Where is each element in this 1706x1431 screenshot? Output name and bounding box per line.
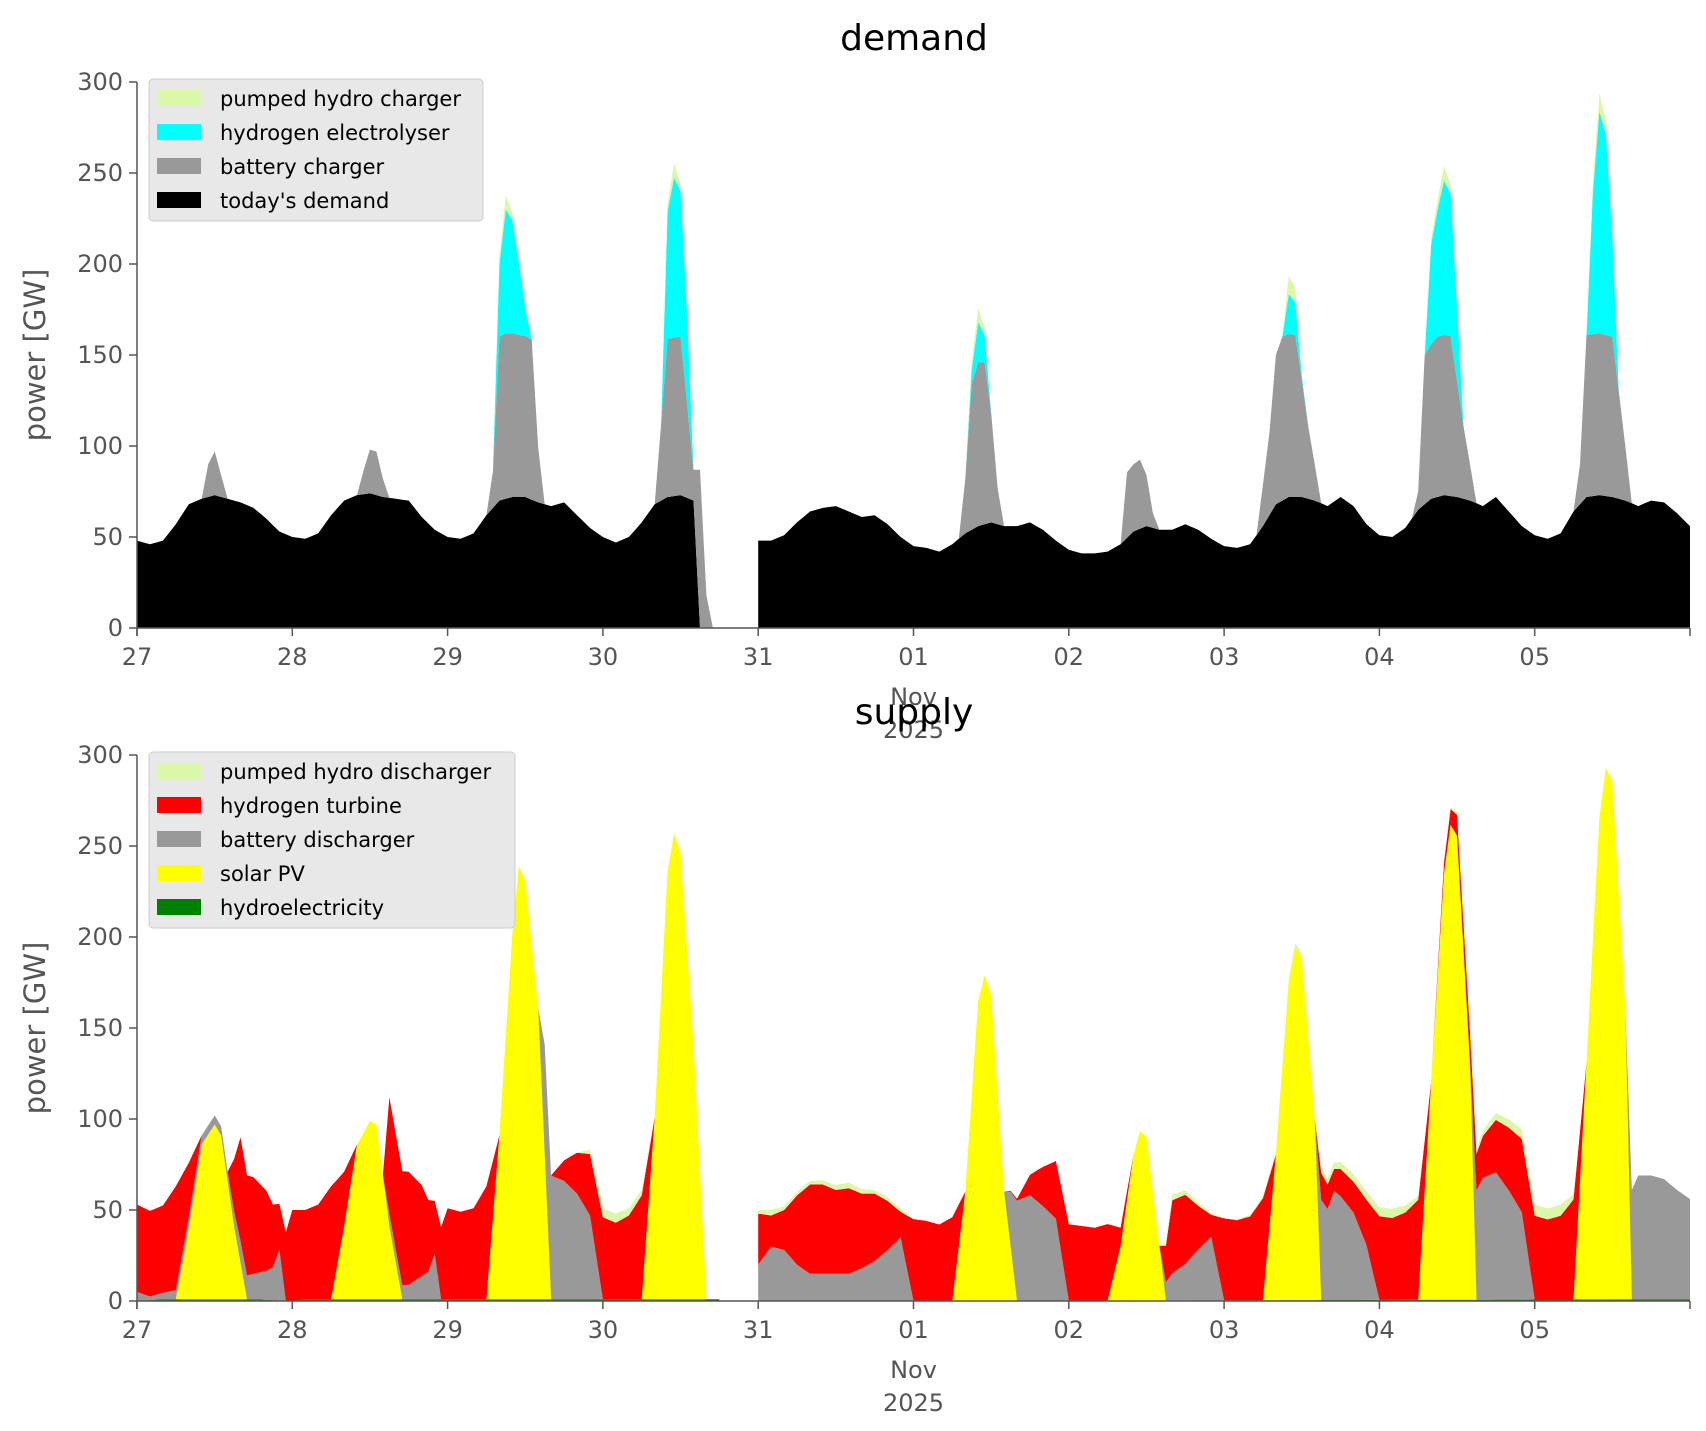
x-tick-label: 27 — [122, 1316, 153, 1344]
legend-label: hydroelectricity — [220, 896, 384, 920]
x-tick-label: 29 — [432, 1316, 463, 1344]
x-tick-label: 02 — [1054, 643, 1085, 671]
x-tick-label: 01 — [898, 1316, 929, 1344]
x-tick-label: 30 — [588, 1316, 619, 1344]
legend-label: battery charger — [220, 155, 385, 179]
area-hydrogen-turbine-seg1 — [758, 767, 1690, 1301]
area-solar-pv-seg1 — [758, 767, 1690, 1301]
y-tick-label: 100 — [77, 1105, 123, 1133]
y-tick-label: 100 — [77, 432, 123, 460]
legend-swatch — [157, 763, 201, 779]
legend-label: battery discharger — [220, 828, 415, 852]
legend-label: solar PV — [220, 862, 305, 886]
area-solar-pv-seg0 — [137, 833, 720, 1301]
x-tick-label: 03 — [1209, 1316, 1240, 1344]
legend-swatch — [157, 192, 201, 208]
y-tick-label: 200 — [77, 250, 123, 278]
legend-label: pumped hydro charger — [220, 87, 461, 111]
legend: pumped hydro charger hydrogen electrolyse… — [148, 78, 484, 222]
area-battery-charger-seg1 — [758, 333, 1690, 554]
legend-swatch — [157, 831, 201, 847]
y-tick-label: 300 — [77, 68, 123, 96]
x-tick-label: 04 — [1364, 643, 1395, 671]
x-tick-label: 05 — [1519, 643, 1550, 671]
area-pumped-hydro-discharger-seg1 — [758, 767, 1690, 1246]
x-tick-label: 03 — [1209, 643, 1240, 671]
y-axis-label: power [GW] — [18, 942, 52, 1115]
legend-label: pumped hydro discharger — [220, 760, 491, 784]
x-tick-label: 05 — [1519, 1316, 1550, 1344]
x-tick-label: 30 — [588, 643, 619, 671]
y-tick-label: 150 — [77, 1014, 123, 1042]
area-layers — [137, 92, 1690, 628]
y-tick-label: 250 — [77, 159, 123, 187]
legend-label: today's demand — [220, 189, 389, 213]
y-tick-label: 0 — [108, 614, 123, 642]
x-tick-label: 28 — [277, 1316, 308, 1344]
legend-swatch — [157, 865, 201, 881]
x-tick-label: 31 — [743, 643, 774, 671]
x-tick-label: 01 — [898, 643, 929, 671]
area-hydrogen-turbine-seg0 — [137, 833, 720, 1301]
legend-label: hydrogen turbine — [220, 794, 402, 818]
legend-swatch — [157, 124, 201, 140]
y-axis-label: power [GW] — [18, 269, 52, 442]
y-tick-label: 200 — [77, 923, 123, 951]
x-tick-label: 27 — [122, 643, 153, 671]
x-tick-label: 29 — [432, 643, 463, 671]
x-tick-label: 28 — [277, 643, 308, 671]
legend-box — [148, 751, 516, 929]
x-tick-label: 02 — [1054, 1316, 1085, 1344]
x-year-label: 2025 — [883, 1389, 944, 1417]
y-tick-label: 50 — [92, 1196, 123, 1224]
legend-swatch — [157, 158, 201, 174]
legend-box — [148, 78, 484, 222]
area-today-s-demand-seg1 — [758, 495, 1690, 628]
y-tick-label: 250 — [77, 832, 123, 860]
legend-swatch — [157, 797, 201, 813]
x-month-label: Nov — [890, 683, 937, 711]
y-tick-label: 150 — [77, 341, 123, 369]
x-tick-label: 31 — [743, 1316, 774, 1344]
x-month-label: Nov — [890, 1356, 937, 1384]
y-tick-label: 300 — [77, 741, 123, 769]
area-hydrogen-electrolyser-seg1 — [758, 111, 1690, 554]
legend-swatch — [157, 90, 201, 106]
area-today-s-demand-seg0 — [137, 493, 720, 628]
x-year-label: 2025 — [883, 716, 944, 744]
legend-label: hydrogen electrolyser — [220, 121, 450, 145]
legend-swatch — [157, 899, 201, 915]
y-tick-label: 50 — [92, 523, 123, 551]
legend: pumped hydro discharger hydrogen turbine b… — [148, 751, 516, 929]
y-tick-label: 0 — [108, 1287, 123, 1315]
x-tick-label: 04 — [1364, 1316, 1395, 1344]
chart-title: demand — [840, 18, 988, 59]
area-pumped-hydro-charger-seg1 — [758, 92, 1690, 554]
chart-title: supply — [855, 692, 974, 733]
